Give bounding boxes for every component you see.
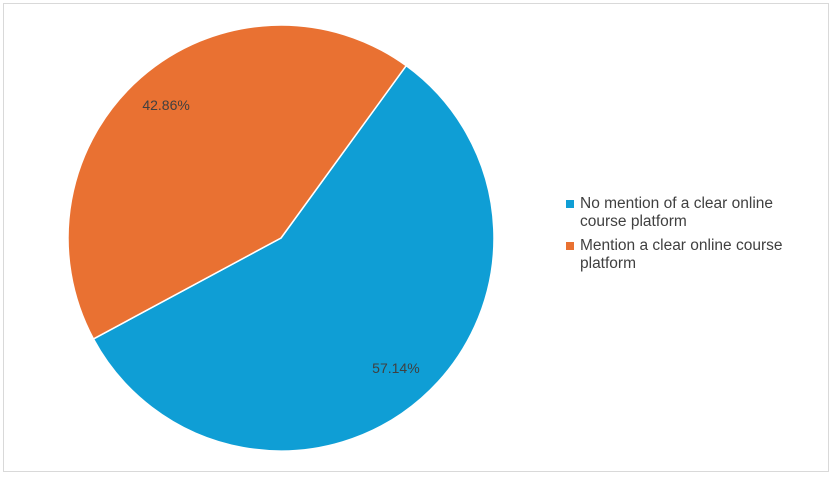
legend-swatch xyxy=(566,242,574,250)
data-label: 42.86% xyxy=(142,97,189,113)
legend: No mention of a clear online course plat… xyxy=(566,195,816,279)
legend-label: Mention a clear online course platform xyxy=(580,237,783,272)
data-label: 57.14% xyxy=(372,360,419,376)
legend-item: Mention a clear online course platform xyxy=(566,237,816,273)
pie-slice xyxy=(67,24,408,340)
legend-item: No mention of a clear online course plat… xyxy=(566,195,816,231)
legend-swatch xyxy=(566,200,574,208)
pie-slice xyxy=(92,64,495,452)
legend-label: No mention of a clear online course plat… xyxy=(580,195,774,230)
